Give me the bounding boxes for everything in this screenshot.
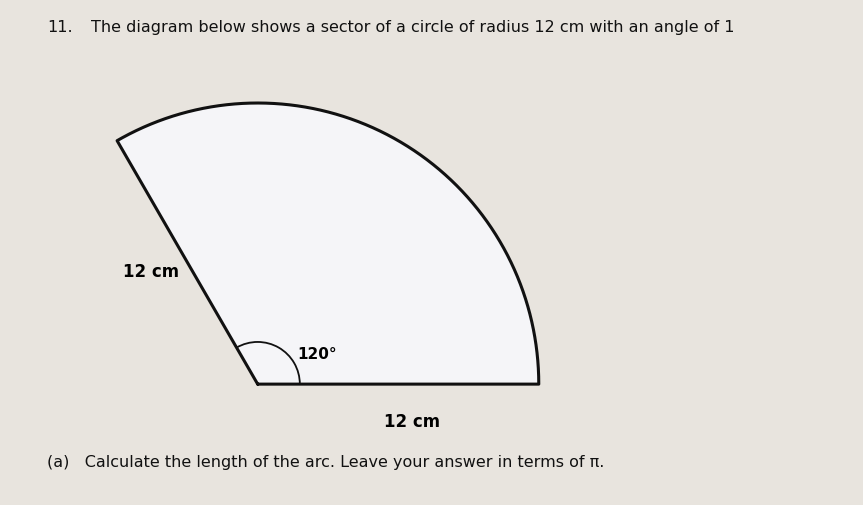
Text: 12 cm: 12 cm [123, 262, 179, 280]
Text: 120°: 120° [297, 346, 337, 362]
Text: 11.: 11. [47, 20, 73, 35]
Text: 12 cm: 12 cm [384, 413, 440, 430]
Polygon shape [117, 104, 539, 384]
Text: (a)   Calculate the length of the arc. Leave your answer in terms of π.: (a) Calculate the length of the arc. Lea… [47, 454, 605, 470]
Text: The diagram below shows a sector of a circle of radius 12 cm with an angle of 1: The diagram below shows a sector of a ci… [91, 20, 734, 35]
